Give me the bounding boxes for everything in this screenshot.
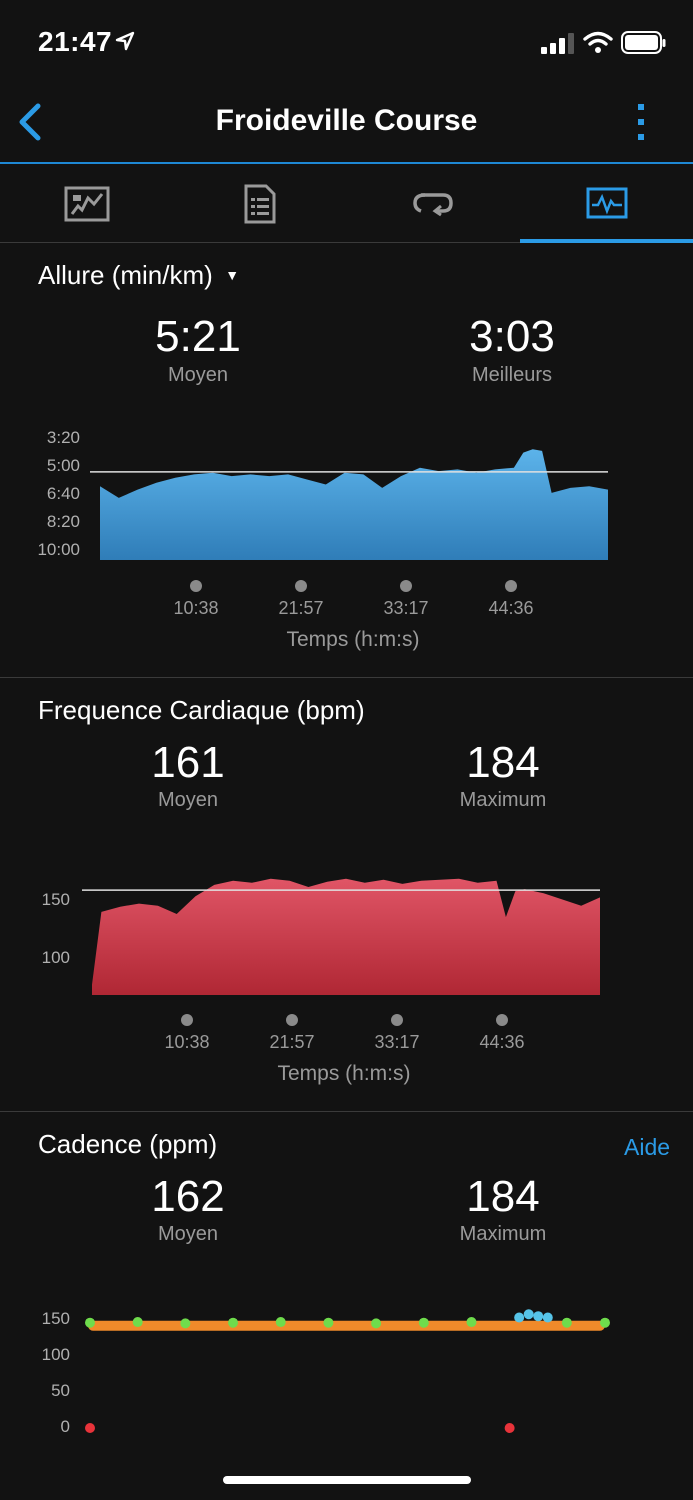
x-tick-label: 21:57: [269, 1032, 315, 1052]
x-tick-dot: [190, 580, 202, 592]
status-time: 21:47: [38, 26, 113, 57]
caret-down-icon: ▼: [225, 267, 240, 283]
pace-avg-label: Moyen: [167, 364, 229, 386]
hr-x-axis-title: Temps (h:m:s): [277, 1062, 411, 1085]
page-title: Froideville Course: [215, 104, 478, 137]
cadence-avg-value: 162: [151, 1172, 225, 1221]
cadence-y-tick: 150: [41, 1309, 70, 1328]
x-tick-dot: [295, 580, 307, 592]
back-icon[interactable]: [14, 100, 54, 144]
x-tick-label: 21:57: [278, 598, 324, 618]
heart-rate-chart: [82, 878, 600, 995]
pace-best-value: 3:03: [469, 312, 555, 361]
pace-chart: [90, 449, 608, 560]
pace-avg-value: 5:21: [155, 312, 241, 361]
cadence-y-tick: 100: [41, 1345, 70, 1364]
x-tick-label: 10:38: [164, 1032, 210, 1052]
more-options-icon[interactable]: [630, 100, 652, 144]
section-divider: [0, 677, 693, 678]
x-tick-dot: [496, 1014, 508, 1026]
hr-y-tick: 150: [41, 890, 70, 909]
help-link[interactable]: Aide: [624, 1134, 671, 1160]
cadence-point: [323, 1317, 334, 1328]
status-bar: 21:47: [0, 0, 693, 88]
x-tick-label: 33:17: [383, 598, 429, 618]
x-tick-label: 33:17: [374, 1032, 420, 1052]
cadence-chart: [85, 1309, 610, 1433]
x-tick-dot: [505, 580, 517, 592]
pace-y-tick: 6:40: [46, 484, 80, 503]
cadence-point: [523, 1309, 534, 1320]
pace-title: Allure (min/km): [38, 260, 213, 290]
cadence-point: [533, 1311, 544, 1322]
cadence-point: [275, 1317, 286, 1328]
cadence-point: [85, 1317, 95, 1328]
cadence-band: [88, 1320, 605, 1331]
cadence-point: [514, 1312, 525, 1323]
header-divider: [0, 162, 693, 164]
cadence-point: [228, 1317, 239, 1328]
hr-max-label: Maximum: [459, 789, 547, 811]
cadence-point: [418, 1317, 429, 1328]
x-tick-label: 44:36: [488, 598, 534, 618]
hr-max-value: 184: [466, 738, 540, 787]
cadence-outlier-point: [85, 1423, 95, 1433]
x-tick-dot: [400, 580, 412, 592]
cadence-max-value: 184: [466, 1172, 540, 1221]
tab-selected-indicator: [520, 239, 693, 243]
pace-y-tick: 3:20: [46, 428, 80, 447]
cadence-outlier-point: [504, 1423, 515, 1433]
map-chart-icon: [64, 186, 109, 222]
cadence-avg-label: Moyen: [157, 1223, 219, 1245]
cadence-point: [600, 1317, 610, 1328]
hr-avg-value: 161: [151, 738, 225, 787]
section-divider: [0, 1111, 693, 1112]
pace-x-axis-title: Temps (h:m:s): [286, 628, 420, 651]
hr-y-tick: 100: [41, 948, 70, 967]
pace-y-tick: 10:00: [37, 540, 80, 559]
cadence-point: [371, 1318, 382, 1329]
document-list-icon: [244, 184, 275, 224]
cadence-title: Cadence (ppm): [38, 1129, 218, 1159]
signal-icon: [541, 33, 574, 54]
cadence-point: [180, 1318, 191, 1329]
x-tick-dot: [181, 1014, 193, 1026]
pace-best-label: Meilleurs: [471, 364, 553, 386]
pace-title-dropdown[interactable]: Allure (min/km) ▼: [38, 260, 239, 291]
tab-laps[interactable]: [346, 166, 519, 242]
hr-area: [92, 878, 600, 995]
cadence-point: [542, 1312, 553, 1323]
cadence-y-tick: 50: [51, 1381, 70, 1400]
pace-area: [100, 449, 608, 560]
pace-y-tick: 8:20: [46, 512, 80, 531]
pace-y-tick: 5:00: [46, 456, 80, 475]
home-indicator[interactable]: [223, 1476, 471, 1484]
cadence-point: [561, 1317, 572, 1328]
tab-details[interactable]: [173, 166, 346, 242]
cadence-point: [132, 1317, 143, 1328]
cadence-y-tick: 0: [60, 1417, 70, 1436]
x-tick-label: 10:38: [173, 598, 219, 618]
x-tick-dot: [391, 1014, 403, 1026]
cadence-max-label: Maximum: [459, 1223, 547, 1245]
battery-icon: [621, 31, 666, 54]
x-tick-dot: [286, 1014, 298, 1026]
x-tick-label: 44:36: [479, 1032, 525, 1052]
location-arrow-icon: [115, 31, 135, 51]
cadence-point: [466, 1317, 477, 1328]
hr-avg-label: Moyen: [157, 789, 219, 811]
tabs-divider: [0, 242, 693, 243]
loop-icon: [412, 193, 453, 217]
hr-title: Frequence Cardiaque (bpm): [38, 695, 365, 725]
tab-charts[interactable]: [520, 166, 693, 242]
activity-chart-icon: [586, 187, 627, 219]
wifi-icon: [583, 31, 613, 53]
tab-overview[interactable]: [0, 166, 173, 242]
